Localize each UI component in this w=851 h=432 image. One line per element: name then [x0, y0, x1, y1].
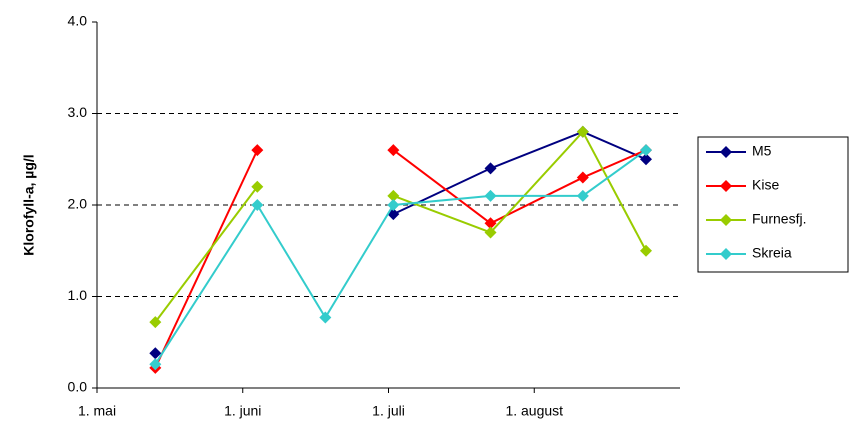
- y-tick-label: 3.0: [68, 104, 88, 120]
- data-point: [576, 171, 589, 184]
- y-tick-label: 0.0: [68, 379, 88, 395]
- series-line: [392, 130, 647, 216]
- legend-box: [697, 136, 849, 273]
- legend-marker: [720, 214, 732, 226]
- x-tick-label: 1. juni: [224, 403, 261, 419]
- data-point: [149, 358, 162, 371]
- data-point: [319, 311, 332, 324]
- data-point: [639, 244, 652, 257]
- legend-marker: [720, 248, 732, 260]
- data-point: [251, 144, 264, 157]
- data-point: [251, 180, 264, 193]
- data-point: [387, 199, 400, 211]
- data-point: [484, 189, 497, 202]
- series-line: [392, 149, 647, 225]
- data-point: [484, 162, 497, 175]
- data-point: [251, 199, 264, 211]
- data-point: [387, 189, 400, 202]
- y-axis-label: Klorofyll-a, µg/l: [21, 154, 37, 255]
- legend-label: Skreia: [752, 245, 792, 261]
- data-point: [639, 144, 652, 157]
- y-tick-label: 4.0: [68, 13, 88, 29]
- y-tick-label: 2.0: [68, 196, 88, 212]
- legend-label: Furnesfj.: [752, 211, 806, 227]
- data-point: [484, 217, 497, 230]
- x-tick-label: 1. mai: [78, 403, 116, 419]
- x-tick-label: 1. august: [505, 403, 563, 419]
- data-point: [484, 226, 497, 239]
- series-line: [154, 186, 259, 323]
- data-point: [149, 347, 162, 360]
- data-point: [576, 189, 589, 202]
- series-line: [154, 149, 259, 369]
- legend-label: Kise: [752, 177, 779, 193]
- legend-marker: [720, 180, 732, 192]
- y-tick-label: 1.0: [68, 287, 88, 303]
- series-line: [393, 130, 647, 252]
- legend-marker: [720, 146, 732, 158]
- x-tick-label: 1. juli: [372, 403, 405, 419]
- data-point: [639, 153, 652, 166]
- data-point: [387, 144, 400, 157]
- data-point: [149, 316, 162, 329]
- legend-label: M5: [752, 143, 772, 159]
- data-point: [576, 125, 589, 138]
